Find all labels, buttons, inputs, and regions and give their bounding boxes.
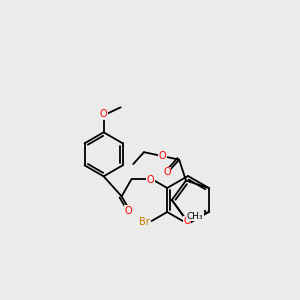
Text: CH₃: CH₃ (187, 212, 203, 221)
Text: O: O (183, 216, 191, 226)
Text: O: O (147, 175, 154, 185)
Text: O: O (125, 206, 132, 216)
Text: O: O (163, 167, 171, 177)
Text: O: O (159, 151, 167, 161)
Text: Br: Br (139, 217, 150, 227)
Text: O: O (100, 109, 107, 119)
